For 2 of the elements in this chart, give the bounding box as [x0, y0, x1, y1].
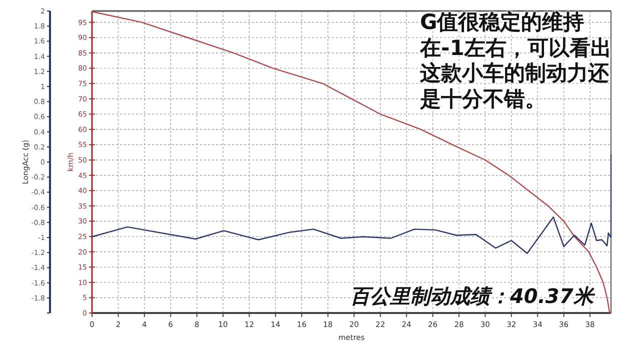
line-series	[91, 154, 612, 254]
annotation: 百公里制动成绩：40.37米	[350, 284, 596, 308]
